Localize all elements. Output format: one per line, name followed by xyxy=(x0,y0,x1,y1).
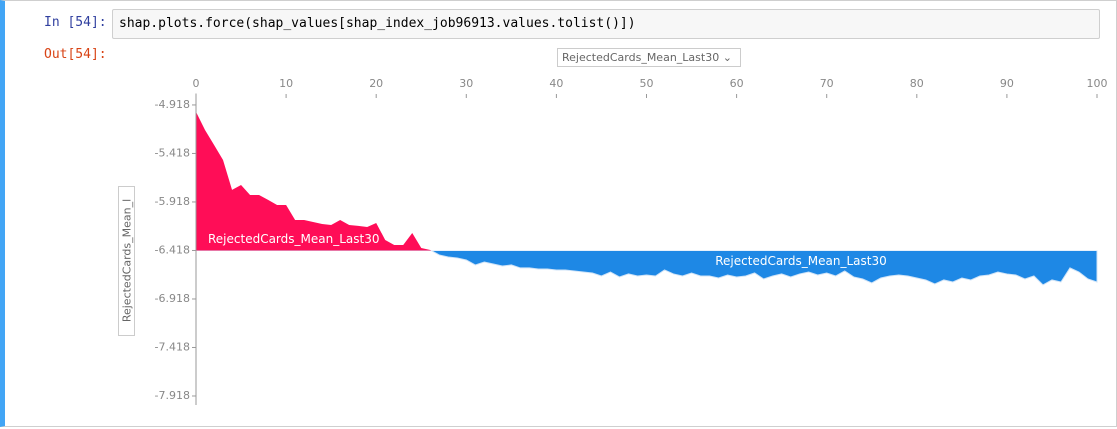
x-feature-select[interactable]: RejectedCards_Mean_Last30 ⌄ xyxy=(557,48,741,67)
output-prompt: Out[54]: xyxy=(44,47,107,62)
y-tick-label: -5.418 xyxy=(155,146,190,159)
y-tick-label: -5.918 xyxy=(155,195,190,208)
y-tick-label: -6.418 xyxy=(155,243,190,256)
positive-area xyxy=(196,111,1097,251)
y-tick-label: -6.918 xyxy=(155,292,190,305)
y-tick-label: -7.918 xyxy=(155,389,190,402)
x-tick-label: 90 xyxy=(1000,77,1014,90)
positive-label: RejectedCards_Mean_Last30 xyxy=(208,232,380,246)
x-tick-label: 100 xyxy=(1087,77,1108,90)
x-tick-label: 50 xyxy=(640,77,654,90)
select-text: RejectedCards_Mean_Last30 xyxy=(562,51,720,64)
x-tick-label: 40 xyxy=(549,77,563,90)
y-tick-label: -7.418 xyxy=(155,340,190,353)
code-input[interactable]: shap.plots.force(shap_values[shap_index_… xyxy=(112,9,1100,39)
input-prompt: In [54]: xyxy=(44,15,107,30)
negative-area xyxy=(195,250,1098,286)
negative-label: RejectedCards_Mean_Last30 xyxy=(715,254,887,268)
x-tick-label: 80 xyxy=(910,77,924,90)
x-tick-label: 70 xyxy=(820,77,834,90)
x-tick-label: 60 xyxy=(730,77,744,90)
x-tick-label: 10 xyxy=(279,77,293,90)
x-tick-label: 30 xyxy=(459,77,473,90)
y-tick-label: -4.918 xyxy=(155,98,190,111)
y-feature-select[interactable]: RejectedCards_Mean_l xyxy=(118,186,135,336)
x-tick-label: 20 xyxy=(369,77,383,90)
x-tick-label: 0 xyxy=(193,77,200,90)
